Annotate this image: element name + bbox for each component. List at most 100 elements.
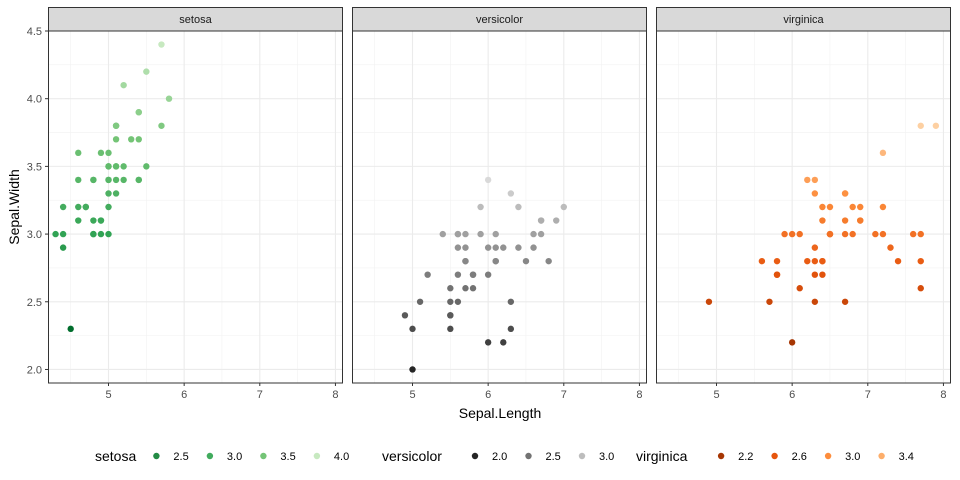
data-point (773, 257, 781, 265)
data-point (447, 325, 454, 333)
data-point (135, 136, 142, 143)
data-point (811, 176, 819, 184)
data-point (59, 244, 67, 251)
legend-label: 4.0 (334, 451, 349, 463)
facet-strip (48, 7, 343, 32)
data-point (409, 325, 416, 333)
x-tick-label: 8 (636, 389, 642, 401)
legend-key (525, 452, 532, 460)
data-point (773, 271, 781, 278)
data-point (112, 190, 120, 197)
data-point (454, 271, 462, 278)
y-tick-label: 3.0 (27, 229, 42, 241)
legend-key (260, 452, 267, 460)
panel-background (48, 31, 343, 383)
data-point (788, 230, 796, 238)
data-point (424, 271, 431, 278)
data-point (507, 190, 515, 197)
data-point (819, 217, 826, 224)
x-tick-label: 7 (561, 389, 567, 401)
data-point (105, 230, 112, 238)
data-point (826, 230, 834, 238)
data-point (105, 190, 112, 197)
data-point (462, 257, 469, 265)
data-point (120, 81, 127, 89)
data-point (811, 257, 819, 265)
facet-strip-label: versicolor (476, 14, 523, 26)
data-point (143, 68, 150, 75)
data-point (454, 230, 462, 238)
legend-key (878, 452, 885, 460)
data-point (447, 312, 454, 319)
data-point (128, 136, 135, 143)
data-point (507, 325, 515, 333)
legend-label: 3.0 (845, 451, 860, 463)
facet-strip (656, 7, 951, 32)
data-point (90, 230, 97, 238)
data-point (811, 190, 819, 197)
data-point (52, 230, 59, 238)
data-point (879, 149, 887, 157)
data-point (75, 217, 82, 224)
legend-label: 2.0 (492, 451, 507, 463)
data-point (849, 203, 856, 211)
facet-strip-label: setosa (179, 14, 212, 26)
data-point (105, 149, 112, 157)
legend-label: 3.0 (227, 451, 242, 463)
data-point (462, 230, 469, 238)
data-point (811, 271, 819, 278)
facet-panel-versicolor: versicolor 5 6 7 8 (352, 7, 647, 401)
legend-key (717, 452, 725, 460)
data-point (705, 298, 713, 305)
data-point (484, 244, 492, 251)
legend-label: 3.4 (899, 451, 914, 463)
data-point (492, 244, 499, 251)
data-point (500, 244, 507, 251)
data-point (804, 257, 811, 265)
data-point (819, 203, 826, 211)
data-point (416, 298, 424, 305)
data-point (454, 244, 462, 251)
legend-label: 2.2 (738, 451, 753, 463)
legend-label: 2.5 (173, 451, 188, 463)
data-point (857, 217, 864, 224)
data-point (515, 203, 522, 211)
data-point (796, 230, 803, 238)
x-tick-label: 6 (789, 389, 795, 401)
x-tick-label: 8 (332, 389, 338, 401)
data-point (917, 230, 924, 238)
data-point (112, 176, 120, 184)
legend-label: 3.5 (280, 451, 295, 463)
data-point (811, 298, 819, 305)
data-point (90, 217, 97, 224)
data-point (105, 176, 112, 184)
data-point (97, 149, 105, 157)
data-point (841, 190, 849, 197)
data-point (811, 244, 819, 251)
data-point (165, 95, 173, 102)
data-point (105, 163, 112, 170)
data-point (530, 230, 537, 238)
data-point (462, 285, 469, 292)
data-point (120, 163, 127, 170)
legend-key (313, 452, 321, 460)
data-point (454, 298, 462, 305)
data-point (781, 230, 788, 238)
x-tick-label: 7 (865, 389, 871, 401)
data-point (112, 122, 120, 129)
x-tick-label: 5 (713, 389, 719, 401)
x-tick-label: 6 (485, 389, 491, 401)
legend-label: 2.6 (792, 451, 807, 463)
x-tick-label: 6 (181, 389, 187, 401)
data-point (887, 244, 894, 251)
x-axis-title: Sepal.Length (459, 405, 542, 421)
data-point (492, 257, 499, 265)
data-point (439, 230, 446, 238)
data-point (545, 257, 552, 265)
data-point (158, 122, 165, 129)
data-point (484, 339, 492, 346)
x-tick-label: 7 (257, 389, 263, 401)
data-point (484, 176, 492, 184)
data-point (553, 217, 560, 224)
legend-virginica: virginica 2.2 2.6 3.0 3.4 (636, 448, 914, 464)
